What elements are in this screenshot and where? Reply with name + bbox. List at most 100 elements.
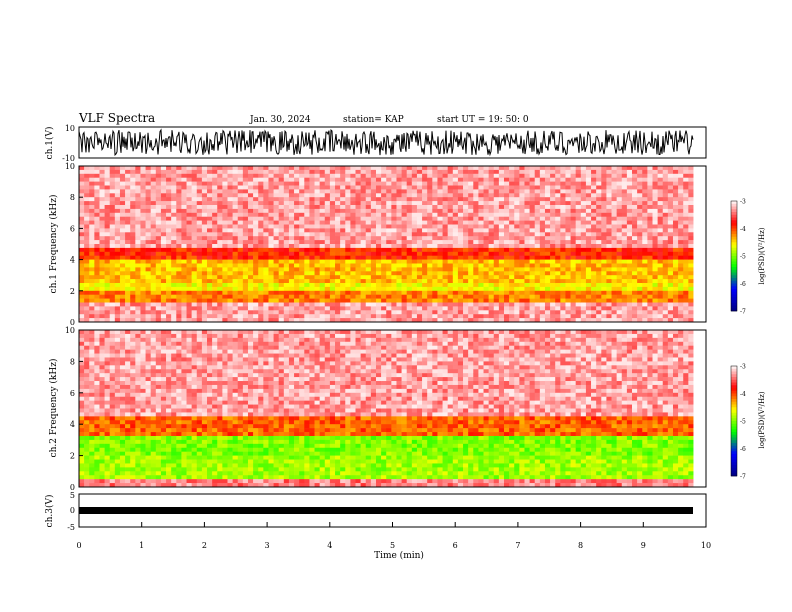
spec1-cell <box>427 310 433 315</box>
spec1-cell <box>329 228 336 233</box>
spec1-cell <box>422 173 428 178</box>
spec1-cell <box>288 283 295 288</box>
spec1-cell <box>365 220 372 225</box>
spec1-cell <box>258 177 264 182</box>
spec1-cell <box>616 306 623 311</box>
spec1-cell <box>601 271 607 276</box>
spec1-cell <box>488 169 495 175</box>
spec1-cell <box>140 310 146 315</box>
spec2-cell <box>79 373 85 378</box>
spec1-cell <box>258 181 264 186</box>
spec1-cell <box>483 205 489 210</box>
spec1-cell <box>550 220 556 225</box>
spec2-cell <box>79 388 85 394</box>
spec1-cell <box>652 240 658 245</box>
spec1-cell <box>160 294 167 299</box>
spec2-cell <box>79 479 85 484</box>
spec1-cell <box>442 193 448 198</box>
spec1-cell <box>145 310 151 315</box>
spec1-cell <box>611 208 617 214</box>
spec1-cell <box>463 310 469 315</box>
spec1-cell <box>611 212 617 217</box>
spec1-cell <box>493 286 500 292</box>
spec1-cell <box>345 240 351 245</box>
spec1-cell <box>304 279 310 284</box>
spec1-cell <box>632 306 638 311</box>
spec1-cell <box>109 251 116 256</box>
spec1-cell <box>155 197 162 202</box>
date-label: Jan. 30, 2024 <box>249 115 311 125</box>
spec1-cell <box>591 173 597 178</box>
spec1-cell <box>355 298 361 303</box>
spec1-cell <box>473 177 479 182</box>
spec1-cell <box>488 251 495 256</box>
spec1-cell <box>278 216 285 221</box>
spec1-cell <box>294 240 300 245</box>
spec1-cell <box>314 201 320 206</box>
spec1-cell <box>611 177 617 182</box>
spec1-cell <box>478 220 484 225</box>
spec1-cell <box>263 310 269 315</box>
spec1-cell <box>621 220 628 225</box>
spec1-cell <box>355 310 361 315</box>
spec1-cell <box>519 290 525 295</box>
spec1-cell <box>478 290 484 295</box>
spec1-cell <box>125 177 131 182</box>
spec1-cell <box>79 220 85 225</box>
spec1-cell <box>114 283 121 288</box>
spec1-cell <box>509 201 515 206</box>
spec1-cell <box>79 286 85 292</box>
spec1-cell <box>678 232 684 237</box>
spec1-cell <box>263 318 269 323</box>
spec1-cell <box>232 208 239 214</box>
spec1-cell <box>299 228 305 233</box>
spec1-cell <box>217 189 223 194</box>
spec1-cell <box>150 228 157 233</box>
spec1-cell <box>637 267 643 272</box>
spec1-cell <box>611 259 617 264</box>
spec1-cell <box>442 177 448 182</box>
spec1-cell <box>324 310 331 315</box>
spec1-cell <box>642 236 648 241</box>
spec1-cell <box>335 314 341 319</box>
spec1-cell <box>601 177 607 182</box>
spec1-cell <box>258 310 264 315</box>
spec1-cell <box>570 212 576 217</box>
spec1-cell <box>319 166 326 171</box>
spec1-cell <box>396 189 402 194</box>
spec1-cell <box>125 193 131 198</box>
spec1-cell <box>678 166 684 171</box>
spec1-cell <box>84 302 90 307</box>
spec1-cell <box>519 286 525 292</box>
spec1-cell <box>468 166 474 171</box>
spec2-cell <box>79 361 85 366</box>
spec1-cell <box>626 189 633 194</box>
spec1-cell <box>350 302 356 307</box>
spec1-cell <box>498 247 505 253</box>
spec1-cell <box>155 228 162 233</box>
spec1-cell <box>89 205 95 210</box>
spec1-cell <box>237 255 244 260</box>
spec1-cell <box>314 283 320 288</box>
spec2-cell <box>84 412 90 417</box>
spec1-cell <box>401 263 408 268</box>
spec1-cell <box>212 228 218 233</box>
spec1-cell <box>247 244 254 249</box>
spec1-cell <box>258 193 264 198</box>
spec1-cell <box>662 247 669 253</box>
spec1-cell <box>544 306 551 311</box>
spec1-cell <box>135 259 141 264</box>
spec1-cell <box>672 244 679 249</box>
spec1-cell <box>207 232 213 237</box>
spec1-cell <box>176 251 182 256</box>
spec1-cell <box>237 169 244 175</box>
spec1-cell <box>672 205 679 210</box>
spec1-cell <box>324 259 331 264</box>
spec1-cell <box>463 193 469 198</box>
spec1-cell <box>99 224 105 229</box>
spec1-cell <box>181 197 187 202</box>
spec1-cell <box>288 244 295 249</box>
spec1-cell <box>416 177 423 182</box>
spec1-cell <box>227 185 233 190</box>
spec1-cell <box>140 286 146 292</box>
